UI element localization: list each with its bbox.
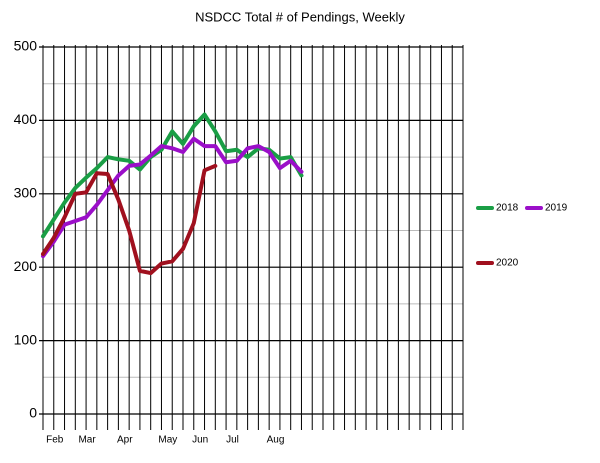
x-tick-label: Aug: [267, 435, 285, 446]
x-tick-label: Jun: [192, 435, 208, 446]
y-tick-label: 400: [14, 111, 38, 127]
x-tick-label: Apr: [117, 435, 133, 446]
x-tick-label: Jul: [226, 435, 239, 446]
series-line: [41, 163, 218, 276]
x-tick-label: Feb: [46, 435, 64, 446]
x-tick-label: May: [158, 435, 177, 446]
y-tick-label: 500: [14, 38, 38, 54]
y-tick-label: 300: [14, 185, 38, 201]
legend-label: 2018: [496, 203, 519, 214]
chart-title: NSDCC Total # of Pendings, Weekly: [195, 9, 405, 24]
y-tick-label: 100: [14, 331, 38, 347]
y-tick-label: 200: [14, 258, 38, 274]
series-line: [41, 136, 304, 259]
legend-label: 2020: [496, 258, 519, 269]
legend-label: 2019: [545, 203, 568, 214]
x-tick-label: Mar: [78, 435, 96, 446]
y-tick-label: 0: [29, 405, 37, 421]
